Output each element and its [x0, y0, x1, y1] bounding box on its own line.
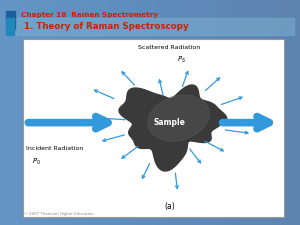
Bar — [6, 18, 14, 35]
Bar — [22, 39, 284, 217]
Text: Scattered Radiation: Scattered Radiation — [138, 45, 201, 50]
Text: (a): (a) — [164, 202, 175, 211]
Bar — [6, 11, 15, 29]
Polygon shape — [119, 85, 227, 171]
Text: $P_S$: $P_S$ — [177, 55, 186, 65]
Text: Chapter 18  Raman Spectrometry: Chapter 18 Raman Spectrometry — [21, 12, 158, 18]
Text: © 2007 Thomson Higher Education: © 2007 Thomson Higher Education — [24, 212, 94, 216]
Text: Sample: Sample — [154, 118, 185, 127]
Text: Incident Radiation: Incident Radiation — [26, 146, 83, 151]
Bar — [6, 18, 294, 35]
Text: 1. Theory of Raman Spectroscopy: 1. Theory of Raman Spectroscopy — [24, 22, 189, 31]
Polygon shape — [148, 95, 209, 141]
Text: $P_0$: $P_0$ — [32, 156, 40, 166]
